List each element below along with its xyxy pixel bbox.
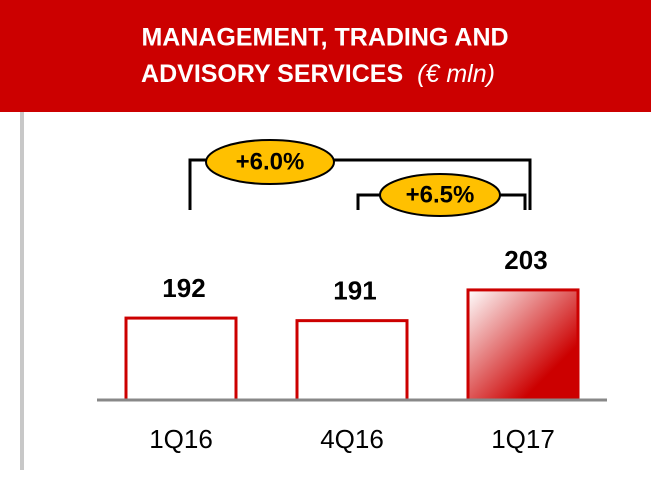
annotation-bubble bbox=[205, 139, 335, 185]
bar bbox=[295, 319, 409, 402]
unit-label: (€ mln) bbox=[417, 60, 495, 88]
annotation: +6.0% bbox=[236, 148, 305, 175]
value-label: 192 bbox=[162, 273, 205, 303]
annotation-bubble bbox=[379, 173, 501, 217]
x-tick-label: 1Q17 bbox=[491, 424, 555, 454]
x-tick-label: 1Q16 bbox=[149, 424, 213, 454]
annotation: +6.5% bbox=[406, 181, 475, 208]
header-band bbox=[0, 0, 651, 112]
chart-title: ADVISORY SERVICES (€ mln) bbox=[141, 60, 495, 88]
chart-title: ADVISORY SERVICES bbox=[141, 60, 403, 88]
bracket bbox=[188, 158, 532, 210]
chart-title: MANAGEMENT, TRADING AND bbox=[141, 24, 508, 52]
value-label: 203 bbox=[504, 245, 547, 275]
x-tick-label: 4Q16 bbox=[320, 424, 384, 454]
value-label: 191 bbox=[333, 276, 376, 306]
bar bbox=[466, 288, 580, 402]
bar bbox=[124, 316, 238, 402]
